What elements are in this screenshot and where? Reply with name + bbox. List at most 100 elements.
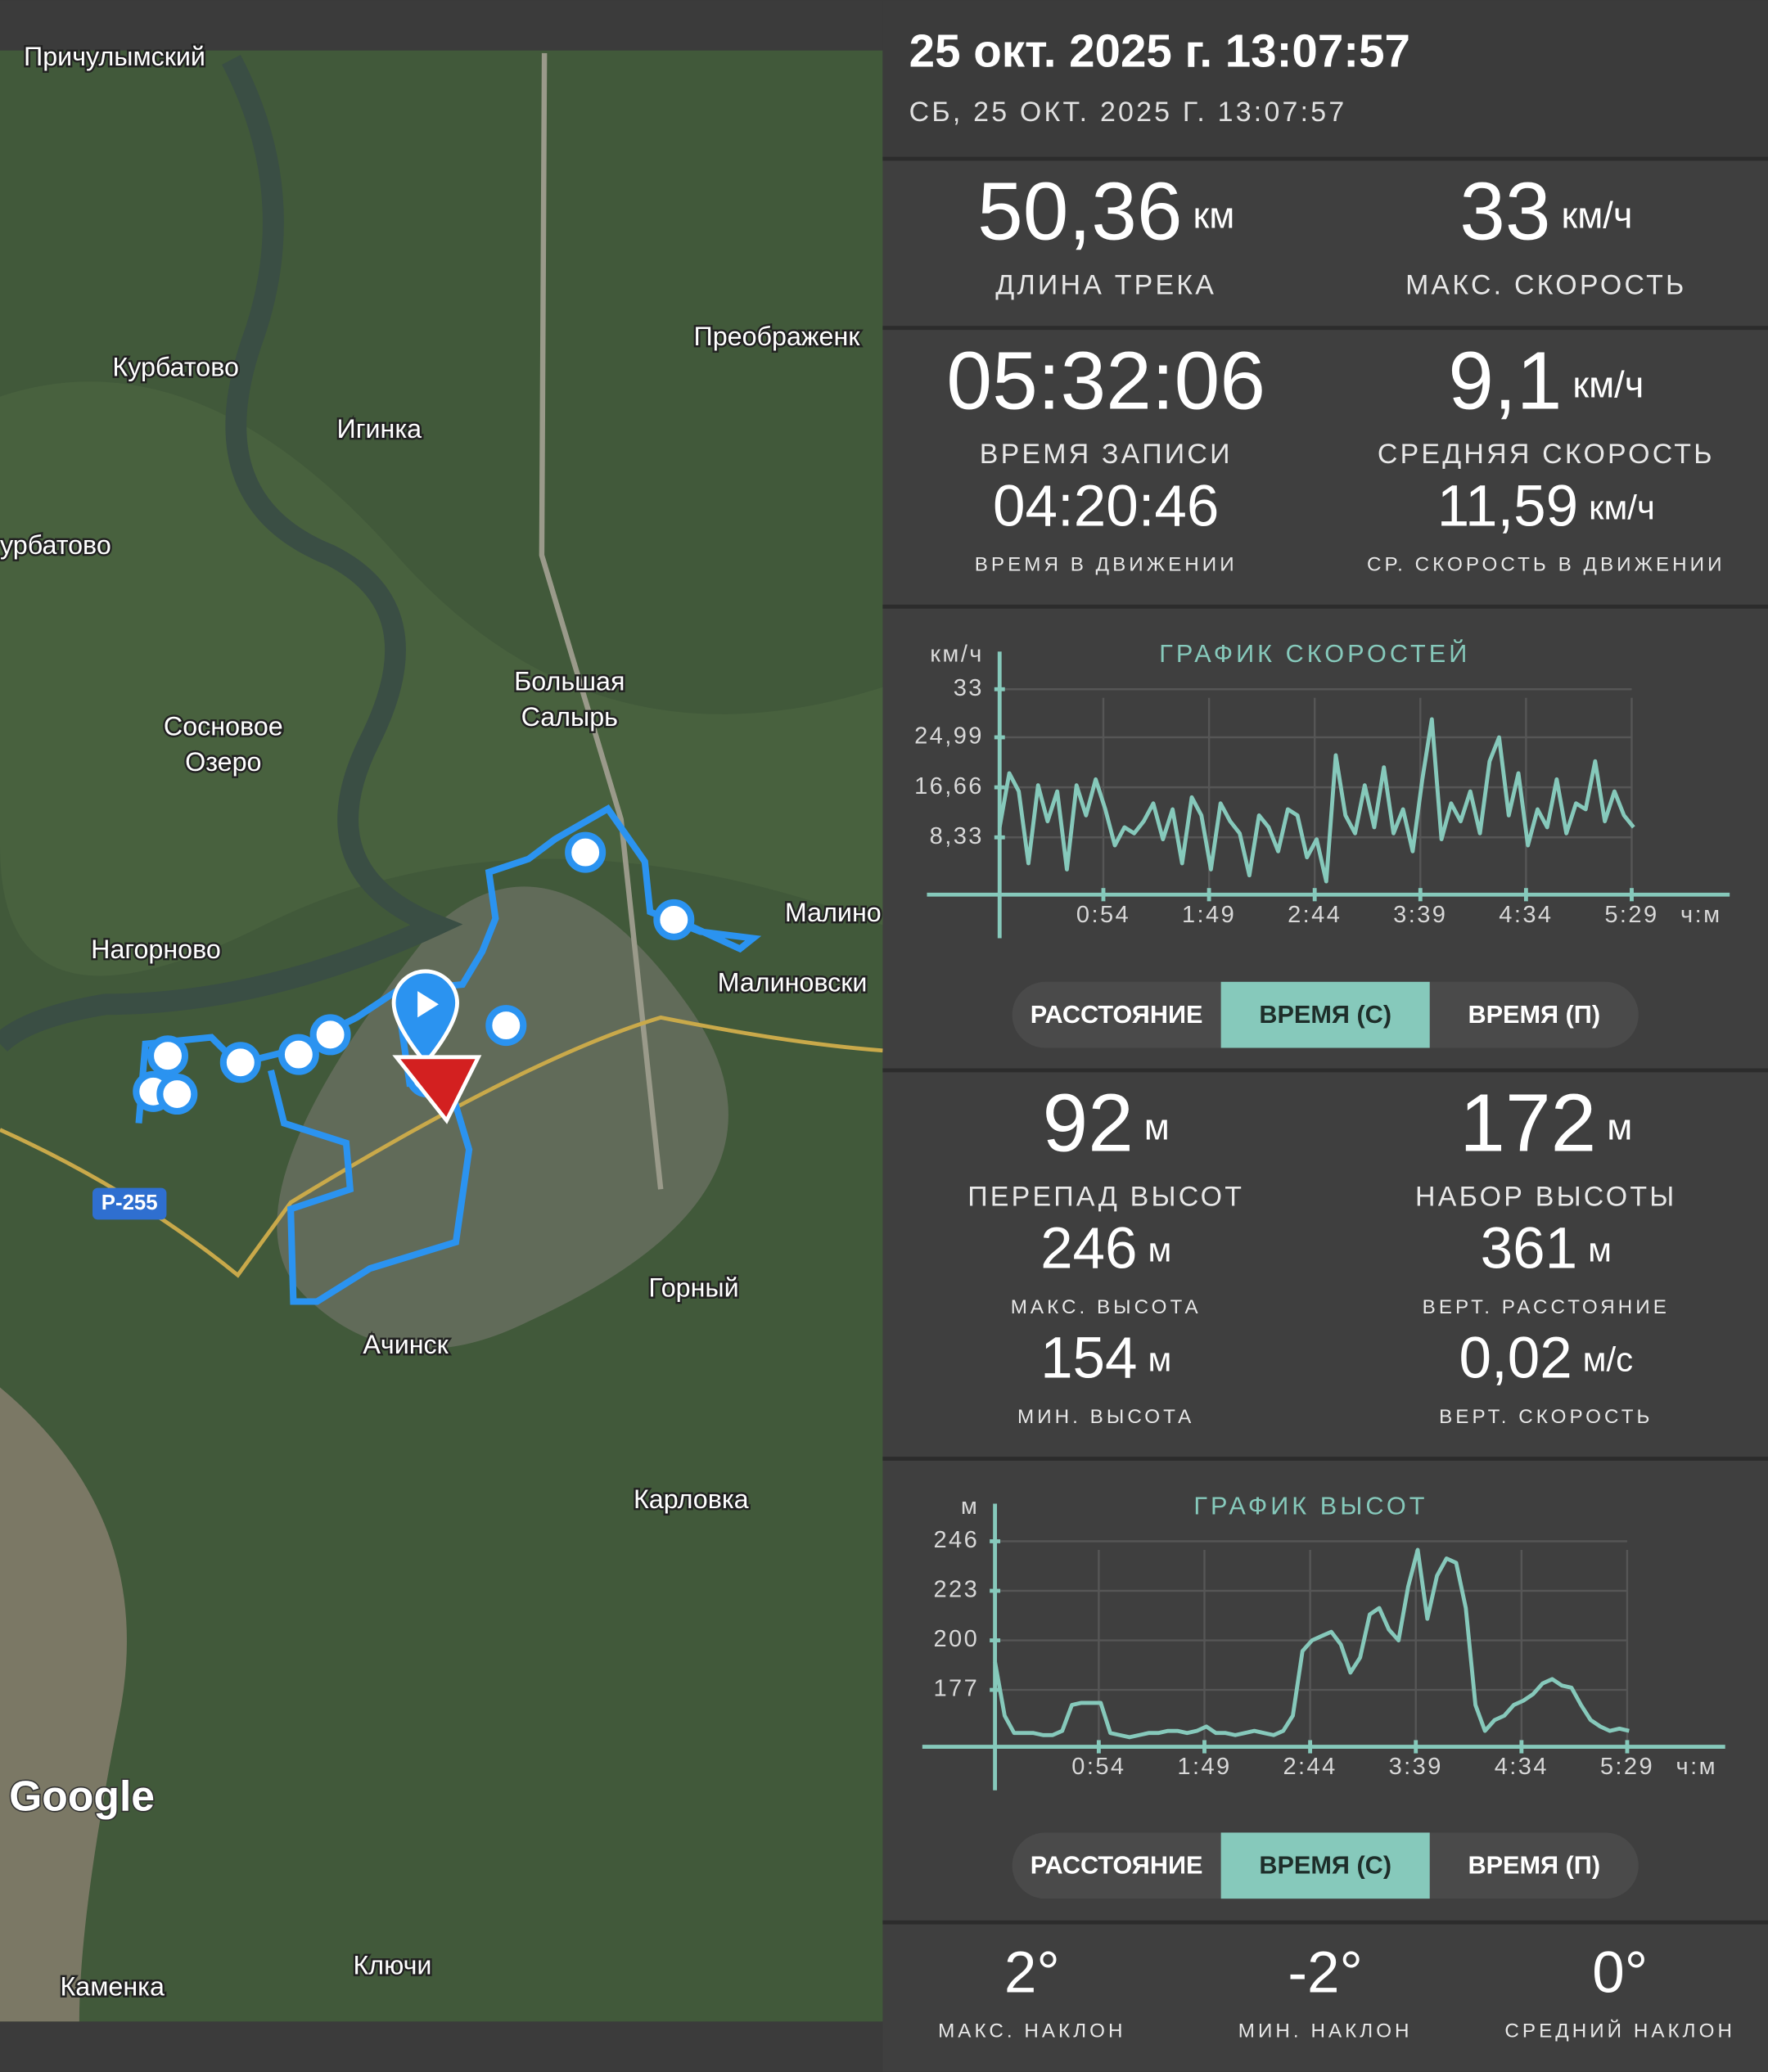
- x-tick-label: 1:49: [1177, 1754, 1231, 1780]
- speed-chart: 8,33 16,66 24,99 33 0:54 1:49 2:44 3:39 4:34 5:29…: [914, 638, 1730, 1048]
- tab[interactable]: ВРЕМЯ (П): [1468, 1852, 1600, 1880]
- waypoint[interactable]: [219, 1042, 261, 1083]
- stat-number: 154: [1040, 1327, 1138, 1391]
- stat-unit: м: [1144, 1106, 1170, 1148]
- map-label: Причулымский: [24, 42, 205, 71]
- map-label: Малино: [785, 898, 882, 927]
- stat-label: НАБОР ВЫСОТЫ: [1415, 1182, 1676, 1213]
- y-tick-label: 24,99: [914, 723, 984, 750]
- header-bg: [882, 0, 1768, 160]
- panel: [882, 159, 1768, 2072]
- stat-label: МАКС. СКОРОСТЬ: [1405, 270, 1686, 301]
- map-label: Игинка: [337, 414, 422, 444]
- tab[interactable]: ВРЕМЯ (П): [1468, 1001, 1600, 1029]
- map-label: Карловка: [634, 1484, 749, 1514]
- y-tick-label: 200: [933, 1626, 979, 1652]
- waypoint[interactable]: [147, 1035, 189, 1077]
- stat-number: 0,02: [1459, 1327, 1572, 1391]
- y-tick-label: 223: [933, 1577, 979, 1603]
- map-label: Ачинск: [363, 1330, 449, 1359]
- x-tick-label: 2:44: [1288, 902, 1342, 928]
- map-road: [539, 52, 664, 1190]
- x-tick-label: 0:54: [1071, 1754, 1125, 1780]
- y-unit: км/ч: [930, 642, 984, 668]
- waypoint[interactable]: [156, 1074, 198, 1115]
- stat-number: 361: [1481, 1217, 1578, 1281]
- title: 25 окт. 2025 г. 13:07:57: [909, 25, 1410, 76]
- map-river: [0, 55, 463, 1052]
- stat-label: МАКС. ВЫСОТА: [1011, 1296, 1202, 1318]
- map-label: Салырь: [521, 702, 618, 732]
- stat-unit: км/ч: [1572, 363, 1644, 405]
- x-tick-label: 5:29: [1604, 902, 1658, 928]
- x-tick-label: 0:54: [1076, 902, 1130, 928]
- stat-number: 50,36: [977, 166, 1182, 258]
- stat-number: 0°: [1592, 1940, 1648, 2005]
- tab[interactable]: ВРЕМЯ (С): [1259, 1001, 1391, 1029]
- road-shield: [92, 1187, 167, 1220]
- x-tick-label: 3:39: [1389, 1754, 1443, 1780]
- stat-label: МИН. ВЫСОТА: [1017, 1406, 1194, 1428]
- stat-label: ВЕРТ. СКОРОСТЬ: [1439, 1406, 1653, 1428]
- stat-value: 361 м: [1481, 1217, 1612, 1281]
- tab[interactable]: РАССТОЯНИЕ: [1031, 1852, 1203, 1880]
- end-pin[interactable]: [392, 1055, 482, 1124]
- stat-label: ВРЕМЯ В ДВИЖЕНИИ: [975, 554, 1238, 576]
- stat-unit: м: [1607, 1106, 1632, 1148]
- tab[interactable]: ВРЕМЯ (С): [1259, 1852, 1391, 1880]
- stat-unit: км: [1193, 195, 1234, 236]
- stat-unit: м: [1148, 1231, 1171, 1269]
- x-unit: ч:м: [1676, 1754, 1717, 1780]
- stat-number: 246: [1040, 1217, 1138, 1281]
- waypoint[interactable]: [653, 899, 695, 940]
- tab-active: [1220, 981, 1430, 1048]
- chart-title: ГРАФИК ВЫСОТ: [1193, 1492, 1427, 1520]
- map-quarry: [0, 1387, 127, 2022]
- stat-value: 0,02 м/с: [1459, 1327, 1633, 1391]
- waypoint[interactable]: [277, 1034, 319, 1075]
- stat-value: 50,36 км: [977, 166, 1234, 258]
- y-tick-label: 8,33: [930, 823, 984, 849]
- stat-value: 33 км/ч: [1459, 166, 1632, 258]
- stat-value: 11,59 км/ч: [1437, 474, 1655, 538]
- waypoint[interactable]: [309, 1014, 351, 1056]
- start-icon: [417, 991, 439, 1018]
- map-city: [277, 886, 728, 1349]
- stat-number: 2°: [1004, 1940, 1060, 2005]
- map-label: Горный: [648, 1272, 738, 1302]
- stat-value: 04:20:46: [993, 474, 1219, 538]
- map[interactable]: [0, 50, 883, 2022]
- stat-value: 154 м: [1040, 1327, 1171, 1391]
- road-number: Р-255: [101, 1191, 158, 1214]
- stat-label: ПЕРЕПАД ВЫСОТ: [967, 1182, 1244, 1213]
- x-tick-label: 3:39: [1393, 902, 1447, 928]
- stat-label: МАКС. НАКЛОН: [938, 2020, 1125, 2043]
- stat-value: 9,1 км/ч: [1448, 336, 1644, 427]
- map-label: Курбатово: [112, 352, 239, 381]
- x-tick-label: 2:44: [1283, 1754, 1337, 1780]
- stat-unit: км/ч: [1589, 489, 1655, 527]
- stat-value: 172 м: [1459, 1078, 1632, 1169]
- stat-number: 33: [1459, 166, 1550, 258]
- waypoint[interactable]: [485, 1005, 527, 1047]
- stat-number: -2°: [1288, 1940, 1363, 2005]
- stat-number: 11,59: [1437, 474, 1578, 538]
- x-tick-label: 4:34: [1499, 902, 1553, 928]
- y-tick-label: 33: [954, 675, 984, 701]
- stat-value: 05:32:06: [946, 336, 1265, 427]
- map-label: Сосновое: [164, 711, 283, 741]
- tab[interactable]: РАССТОЯНИЕ: [1031, 1001, 1203, 1029]
- x-unit: ч:м: [1680, 902, 1721, 928]
- y-unit: м: [961, 1493, 979, 1520]
- map-label: Нагорново: [91, 935, 221, 964]
- stat-unit: м: [1588, 1231, 1612, 1269]
- stat-unit: м: [1148, 1340, 1171, 1379]
- elevation-chart: 177 200 223 246 0:54 1:49 2:44 3:39 4:34 5:29 ГРАФ…: [922, 1492, 1725, 1899]
- map-label: Преображенк: [694, 322, 861, 351]
- map-label: Большая: [514, 666, 625, 696]
- waypoint[interactable]: [565, 831, 607, 873]
- subtitle: СБ, 25 ОКТ. 2025 Г. 13:07:57: [909, 97, 1347, 128]
- stat-value: 92 м: [1043, 1078, 1170, 1169]
- x-tick-label: 5:29: [1600, 1754, 1654, 1780]
- stat-number: 92: [1043, 1078, 1134, 1169]
